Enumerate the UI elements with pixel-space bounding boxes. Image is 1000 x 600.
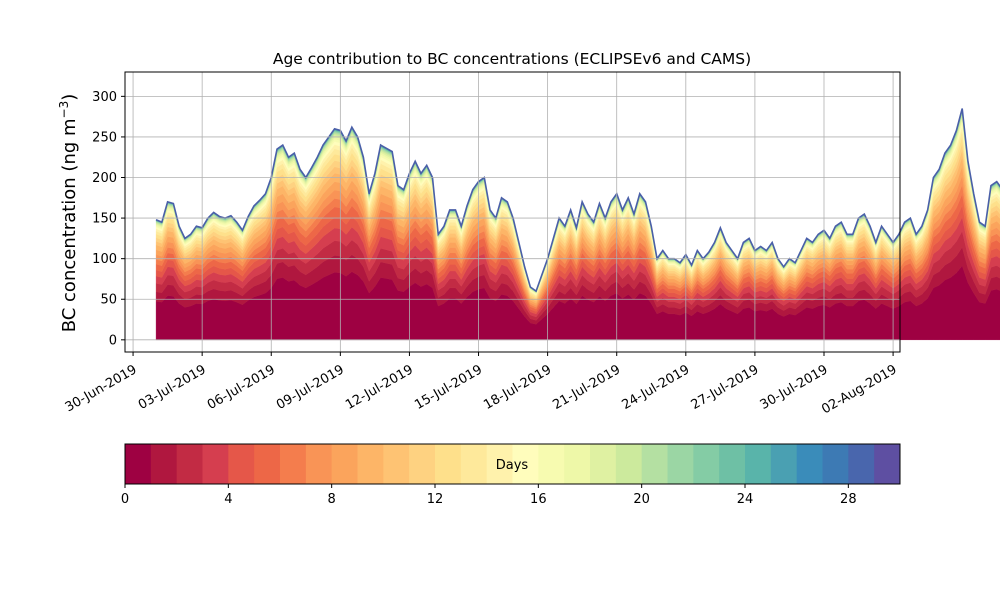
colorbar-swatch-24	[745, 444, 772, 484]
colorbar-swatch-20	[641, 444, 668, 484]
y-axis-label-main: BC concentration (ng m	[59, 118, 80, 332]
colorbar-swatch-19	[615, 444, 643, 484]
y-tick-label: 150	[92, 212, 117, 227]
colorbar-swatch-18	[590, 444, 617, 484]
y-tick-label: 300	[92, 90, 117, 105]
plot-frame	[124, 71, 901, 353]
x-tick-label: 12-Jul-2019	[343, 362, 416, 413]
x-tick-label: 27-Jul-2019	[689, 362, 762, 413]
colorbar-swatch-7	[305, 444, 333, 484]
colorbar-swatch-12	[435, 444, 462, 484]
x-tick-label: 03-Jul-2019	[136, 362, 209, 413]
colorbar-swatch-22	[693, 444, 720, 484]
colorbar: Days 0 4 8 12 16 20 24 28	[121, 443, 901, 507]
colorbar-swatch-11	[409, 444, 436, 484]
y-axis-label-close: )	[59, 94, 80, 101]
y-tick-label: 0	[109, 333, 117, 348]
grid-lines	[125, 72, 900, 352]
colorbar-swatch-23	[719, 444, 746, 484]
y-tick-label: 250	[92, 130, 117, 145]
colorbar-swatches	[125, 444, 901, 484]
colorbar-swatch-10	[383, 444, 410, 484]
x-tick-label: 30-Jun-2019	[63, 362, 140, 415]
x-tick-label: 18-Jul-2019	[481, 362, 554, 413]
colorbar-swatch-25	[770, 444, 798, 484]
chart-title: Age contribution to BC concentrations (E…	[273, 50, 751, 68]
x-tick-label: 24-Jul-2019	[619, 362, 692, 413]
colorbar-swatch-14	[486, 444, 513, 484]
colorbar-tick-label: 16	[530, 492, 547, 507]
colorbar-swatch-16	[538, 444, 565, 484]
colorbar-tick-label: 28	[840, 492, 857, 507]
colorbar-tick-label: 12	[427, 492, 444, 507]
colorbar-tick-label: 0	[121, 492, 129, 507]
colorbar-tick-label: 24	[737, 492, 754, 507]
colorbar-label: Days	[496, 458, 529, 473]
x-tick-label: 21-Jul-2019	[550, 362, 623, 413]
x-axis: 30-Jun-201903-Jul-201906-Jul-201909-Jul-…	[63, 352, 900, 417]
total-series-line	[155, 108, 1000, 293]
y-axis-label: BC concentration (ng m−3)	[57, 94, 80, 333]
colorbar-tick-label: 8	[328, 492, 336, 507]
x-tick-label: 09-Jul-2019	[274, 362, 347, 413]
colorbar-swatch-27	[822, 444, 849, 484]
colorbar-swatch-6	[280, 444, 307, 484]
y-tick-label: 100	[92, 252, 117, 267]
stacked-areas	[155, 108, 1000, 341]
x-tick-label: 06-Jul-2019	[205, 362, 278, 413]
colorbar-swatch-26	[796, 444, 823, 484]
colorbar-swatch-8	[331, 444, 358, 484]
x-tick-label: 15-Jul-2019	[412, 362, 485, 413]
colorbar-tick-label: 20	[633, 492, 650, 507]
y-axis: 0 50 100 150 200 250 300	[92, 90, 125, 348]
colorbar-swatch-17	[564, 444, 591, 484]
colorbar-swatch-13	[460, 444, 488, 484]
y-tick-label: 200	[92, 171, 117, 186]
y-tick-label: 50	[100, 293, 117, 308]
colorbar-swatch-4	[228, 444, 255, 484]
colorbar-swatch-21	[667, 444, 694, 484]
colorbar-swatch-2	[176, 444, 203, 484]
plot-area	[124, 71, 1000, 353]
colorbar-frame	[124, 443, 901, 485]
colorbar-swatch-3	[202, 444, 229, 484]
colorbar-swatch-0	[125, 444, 152, 484]
y-axis-label-exponent: −3	[57, 101, 71, 119]
colorbar-swatch-28	[848, 444, 875, 484]
colorbar-swatch-1	[150, 444, 178, 484]
colorbar-swatch-9	[357, 444, 384, 484]
colorbar-tick-label: 4	[224, 492, 232, 507]
colorbar-swatch-15	[512, 444, 539, 484]
x-tick-label: 02-Aug-2019	[819, 362, 899, 417]
colorbar-swatch-29	[874, 444, 901, 484]
colorbar-ticks: 0 4 8 12 16 20 24 28	[121, 484, 857, 507]
colorbar-swatch-5	[254, 444, 281, 484]
